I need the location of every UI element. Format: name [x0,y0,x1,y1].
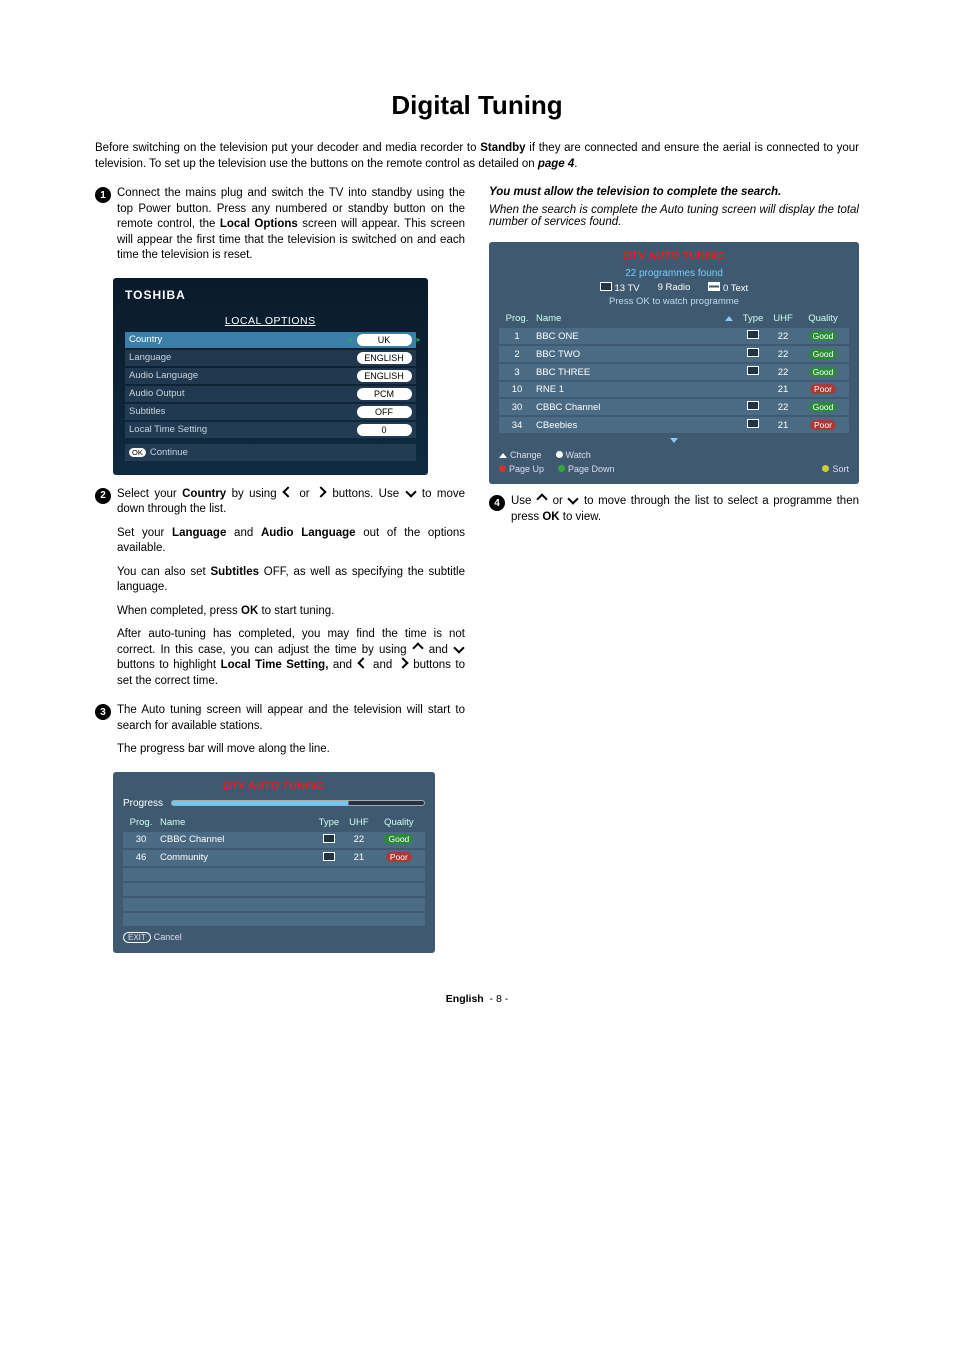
watch-icon [556,451,563,458]
step-number-4: 4 [489,495,505,511]
programmes-found: 22 programmes found [499,268,849,279]
down-arrow-icon [568,493,579,504]
sort-up-icon [725,316,733,321]
page-footer: English - 8 - [95,993,859,1005]
option-row: Local Time Setting0 [125,422,416,438]
channel-row: 1BBC ONE22Good [499,328,849,344]
option-row: CountryUK [125,332,416,348]
local-options-screenshot: TOSHIBA LOCAL OPTIONS CountryUK LanguageE… [113,278,428,475]
right-column: You must allow the television to complet… [489,186,859,963]
press-ok-text: Press OK to watch programme [499,296,849,307]
down-arrow-icon [453,642,464,653]
channel-row: 34CBeebies21Poor [499,417,849,433]
scroll-down-icon [670,438,678,443]
channel-row: 30CBBC Channel22Good [499,399,849,415]
channel-row: 46Community21Poor [123,850,425,866]
counts-line: 13 TV 9 Radio 0 Text [499,282,849,294]
red-dot-icon [499,465,506,472]
step-3: 3 The Auto tuning screen will appear and… [95,703,465,766]
text-icon [708,282,720,291]
progress-label: Progress [123,798,163,809]
channel-header: Prog. Name Type UHF Quality [123,815,425,830]
channel-row: 2BBC TWO22Good [499,346,849,362]
step-2: 2 Select your Country by using or button… [95,487,465,698]
down-arrow-icon [405,486,416,497]
tv-icon [600,282,612,291]
empty-row [123,898,425,911]
progress-bar [171,800,425,806]
option-row: Audio OutputPCM [125,386,416,402]
footer-controls: Change Watch [499,450,849,460]
left-arrow-icon [282,486,293,497]
yellow-dot-icon [822,465,829,472]
page: Digital Tuning Before switching on the t… [0,0,954,1045]
must-allow-text: You must allow the television to complet… [489,186,781,198]
channel-row: 3BBC THREE22Good [499,364,849,380]
dtv-result-screenshot: DTV AUTO TUNING 22 programmes found 13 T… [489,242,859,484]
step-number-1: 1 [95,187,111,203]
exit-cancel: EXITCancel [123,932,425,943]
empty-row [123,883,425,896]
channel-row: 10RNE 121Poor [499,382,849,397]
change-icon [499,453,507,458]
page-title: Digital Tuning [95,90,859,121]
brand-logo: TOSHIBA [125,288,416,302]
intro-text: Before switching on the television put y… [95,141,859,172]
option-row: Audio LanguageENGLISH [125,368,416,384]
up-arrow-icon [536,493,547,504]
empty-row [123,913,425,926]
option-row: LanguageENGLISH [125,350,416,366]
columns: 1 Connect the mains plug and switch the … [95,186,859,963]
left-column: 1 Connect the mains plug and switch the … [95,186,465,963]
step-1: 1 Connect the mains plug and switch the … [95,186,465,272]
continue-row: OKContinue [125,444,416,461]
local-options-header: LOCAL OPTIONS [125,312,416,330]
right-arrow-icon [397,658,408,669]
option-row: SubtitlesOFF [125,404,416,420]
right-arrow-icon [315,486,326,497]
channel-row: 30CBBC Channel22Good [123,832,425,848]
step-number-3: 3 [95,704,111,720]
empty-row [123,868,425,881]
step-number-2: 2 [95,488,111,504]
left-arrow-icon [357,658,368,669]
dtv-progress-screenshot: DTV AUTO TUNING Progress Prog. Name Type… [113,772,435,953]
up-arrow-icon [412,642,423,653]
green-dot-icon [558,465,565,472]
footer-controls-2: Page Up Page Down Sort [499,464,849,474]
step-4: 4 Use or to move through the list to sel… [489,494,859,533]
channel-header: Prog. Name Type UHF Quality [499,311,849,326]
search-complete-text: When the search is complete the Auto tun… [489,204,859,228]
